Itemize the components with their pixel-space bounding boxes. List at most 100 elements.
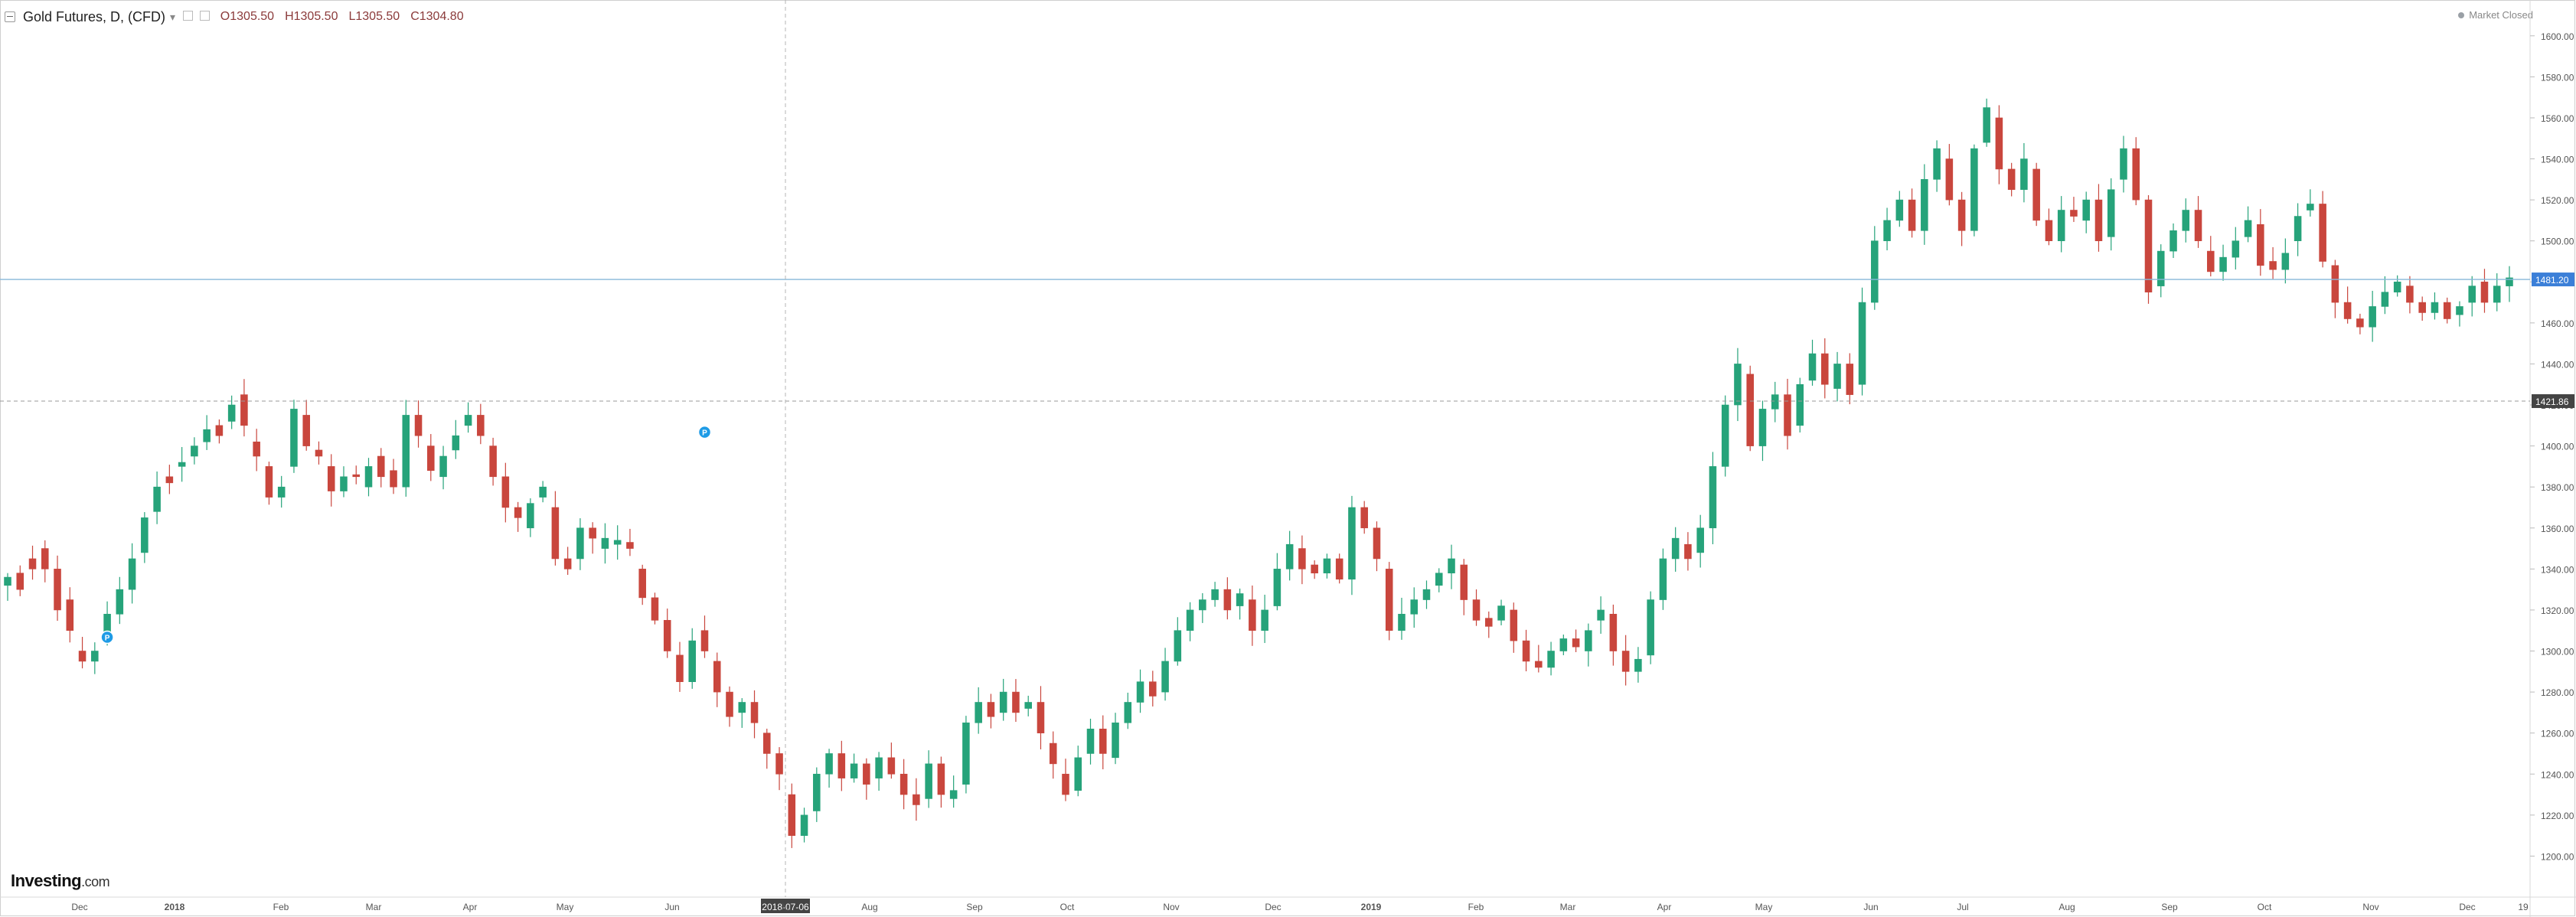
candle xyxy=(1448,544,1455,589)
candle-body xyxy=(1784,394,1791,436)
candle-body xyxy=(2393,281,2401,292)
candle-body xyxy=(2207,250,2215,272)
symbol-title[interactable]: Gold Futures, D, (CFD) xyxy=(23,8,166,24)
candle-body xyxy=(987,702,995,717)
candle xyxy=(1858,287,1866,396)
collapse-legend-button[interactable] xyxy=(5,11,15,22)
candle xyxy=(1933,140,1941,192)
candle-body xyxy=(1012,691,1020,713)
candle xyxy=(1559,635,1568,655)
candle-body xyxy=(364,466,373,488)
candle-body xyxy=(775,753,783,775)
candle xyxy=(1385,562,1393,641)
candle-body xyxy=(1360,507,1368,529)
y-axis[interactable]: 1200.00 1220.00 1240.00 1260.00 1280.00 1300.… xyxy=(2530,31,2574,863)
y-tick-label: 1340.00 xyxy=(2541,564,2574,575)
x-tick-label: Aug xyxy=(2059,902,2075,912)
candle xyxy=(1373,521,1381,572)
candle xyxy=(975,687,982,734)
candle-body xyxy=(638,569,646,599)
candle xyxy=(1074,746,1082,797)
candle xyxy=(253,429,260,472)
candle-body xyxy=(28,558,37,569)
candle xyxy=(837,740,846,791)
x-tick-label: Jun xyxy=(1863,902,1878,912)
event-marker[interactable]: P xyxy=(100,630,114,645)
candle xyxy=(2207,236,2215,277)
candle xyxy=(1572,629,1580,652)
candle-body xyxy=(1734,364,1742,406)
candle-body xyxy=(427,445,435,472)
candle xyxy=(2232,227,2240,270)
candle xyxy=(2170,223,2177,259)
event-marker[interactable]: P xyxy=(697,425,712,439)
candle-body xyxy=(1298,548,1306,569)
candle xyxy=(66,587,74,643)
x-tick-label: May xyxy=(557,902,574,912)
market-status: Market Closed xyxy=(2458,9,2533,21)
candle xyxy=(78,637,87,669)
candle xyxy=(875,752,883,791)
candle-body xyxy=(1236,593,1244,606)
candle xyxy=(1311,560,1318,579)
candle-body xyxy=(676,654,684,682)
candle xyxy=(1585,623,1592,667)
candle-body xyxy=(1721,404,1729,467)
candle-body xyxy=(2194,210,2202,241)
candle xyxy=(489,437,497,486)
candle xyxy=(165,465,174,494)
candle-body xyxy=(1796,383,1804,426)
candle-body xyxy=(2506,277,2513,286)
settings-icon[interactable] xyxy=(199,11,210,21)
x-tick-label: Jul xyxy=(779,902,791,912)
candle-body xyxy=(2468,286,2476,303)
crosshair-price-tag xyxy=(2532,394,2574,409)
candle xyxy=(1709,452,1717,545)
candle xyxy=(2057,196,2065,253)
candle xyxy=(949,775,958,808)
candle xyxy=(227,395,236,429)
candle-body xyxy=(54,569,61,611)
candle-body xyxy=(539,486,547,498)
candle xyxy=(863,758,870,800)
candle xyxy=(1634,647,1642,683)
candle-body xyxy=(1199,599,1206,611)
event-marker-circle xyxy=(100,630,114,645)
status-dot-icon xyxy=(2458,11,2465,18)
candle-body xyxy=(1609,613,1618,651)
candle-body xyxy=(913,794,920,805)
candle-body xyxy=(763,733,771,754)
candle-body xyxy=(464,415,472,426)
candle-body xyxy=(2232,240,2240,258)
candle-body xyxy=(551,507,560,560)
candle-body xyxy=(663,620,671,651)
candle-body xyxy=(1522,640,1530,662)
candle-body xyxy=(2182,210,2190,231)
candle-body xyxy=(1223,589,1232,611)
candle-body xyxy=(1323,558,1331,574)
candle-body xyxy=(738,702,746,713)
chart-header: Gold Futures, D, (CFD) ▾ O1305.50 H1305.5… xyxy=(5,6,464,28)
candle xyxy=(2219,244,2227,281)
y-tick-label: 1560.00 xyxy=(2541,113,2574,124)
candle xyxy=(315,441,323,465)
candle xyxy=(2082,191,2090,233)
y-tick-label: 1360.00 xyxy=(2541,524,2574,534)
x-tick-label: Feb xyxy=(1468,902,1484,912)
candle xyxy=(1285,530,1294,581)
candle-body xyxy=(2144,199,2153,292)
candle xyxy=(688,628,696,689)
candle xyxy=(527,498,534,537)
candle xyxy=(1136,669,1144,713)
chevron-down-icon[interactable]: ▾ xyxy=(170,10,176,23)
candle xyxy=(1871,226,1879,310)
candle-body xyxy=(589,527,596,539)
candle-body xyxy=(1472,599,1481,621)
candle xyxy=(1895,191,1904,227)
hide-icon[interactable] xyxy=(183,11,194,21)
candle-body xyxy=(501,476,510,508)
candle-body xyxy=(1410,599,1419,615)
